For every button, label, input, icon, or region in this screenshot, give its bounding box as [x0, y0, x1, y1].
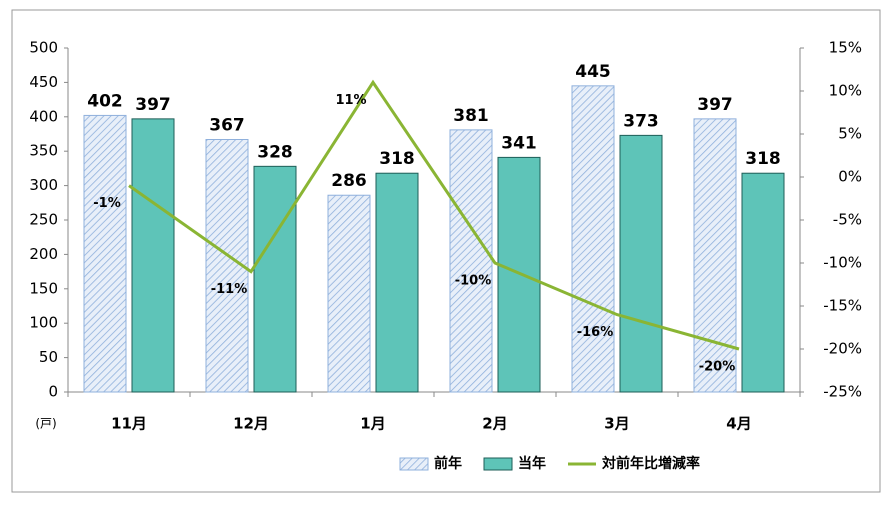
x-tick-label: 4月 — [726, 415, 751, 433]
line-value-label: -1% — [93, 196, 120, 211]
y-unit-label: (戸) — [35, 417, 56, 431]
bar-value-label: 445 — [575, 62, 611, 82]
x-tick-label: 11月 — [111, 415, 147, 433]
x-tick-label: 3月 — [604, 415, 629, 433]
bar-value-label: 318 — [379, 149, 415, 169]
bar-value-label: 373 — [623, 111, 659, 131]
y-tick-label: 250 — [29, 211, 58, 229]
bar-value-label: 318 — [745, 149, 781, 169]
y-tick-label: 300 — [29, 176, 58, 194]
bar-value-label: 367 — [209, 116, 245, 136]
bar-value-label: 341 — [501, 133, 537, 153]
bar — [741, 172, 785, 393]
chart-frame — [11, 9, 881, 493]
y2-tick-label: 10% — [829, 82, 862, 100]
bar — [253, 165, 297, 393]
bar — [693, 118, 737, 393]
y-tick-label: 350 — [29, 142, 58, 160]
bar-value-label: 328 — [257, 142, 293, 162]
y2-tick-label: -5% — [833, 211, 862, 229]
y-tick-label: 100 — [29, 314, 58, 332]
bar-value-label: 381 — [453, 106, 489, 126]
legend-label: 対前年比増減率 — [601, 455, 700, 472]
line-value-label: -11% — [211, 282, 248, 297]
x-tick-label: 1月 — [360, 415, 385, 433]
bar-value-label: 397 — [135, 95, 171, 115]
legend-swatch — [399, 457, 429, 471]
y-tick-label: 0 — [48, 383, 58, 401]
legend-label: 当年 — [518, 455, 546, 472]
bar — [375, 172, 419, 393]
y-tick-label: 450 — [29, 73, 58, 91]
y-tick-label: 50 — [39, 348, 58, 366]
y-tick-label: 500 — [29, 39, 58, 57]
bar — [83, 114, 127, 393]
y2-tick-label: -25% — [823, 383, 862, 401]
bar-value-label: 397 — [697, 95, 733, 115]
bar-value-label: 286 — [331, 171, 367, 191]
bar — [619, 134, 663, 393]
bar — [449, 129, 493, 393]
bar — [131, 118, 175, 393]
y-tick-label: 400 — [29, 107, 58, 125]
line-value-label: -20% — [699, 360, 736, 375]
legend-swatch — [483, 457, 513, 471]
y-tick-label: 200 — [29, 245, 58, 263]
y-tick-label: 150 — [29, 279, 58, 297]
x-tick-label: 12月 — [233, 415, 269, 433]
line-value-label: -16% — [577, 325, 614, 340]
bar-value-label: 402 — [87, 91, 123, 111]
line-value-label: 11% — [335, 93, 366, 108]
legend-label: 前年 — [434, 455, 462, 472]
y2-tick-label: -20% — [823, 340, 862, 358]
bar — [327, 194, 371, 393]
y2-tick-label: 15% — [829, 39, 862, 57]
line — [128, 79, 740, 351]
line-value-label: -10% — [455, 274, 492, 289]
x-tick-label: 2月 — [482, 415, 507, 433]
y2-tick-label: -15% — [823, 297, 862, 315]
y2-tick-label: -10% — [823, 254, 862, 272]
bar — [571, 85, 615, 393]
y2-tick-label: 5% — [838, 125, 862, 143]
y2-tick-label: 0% — [838, 168, 862, 186]
